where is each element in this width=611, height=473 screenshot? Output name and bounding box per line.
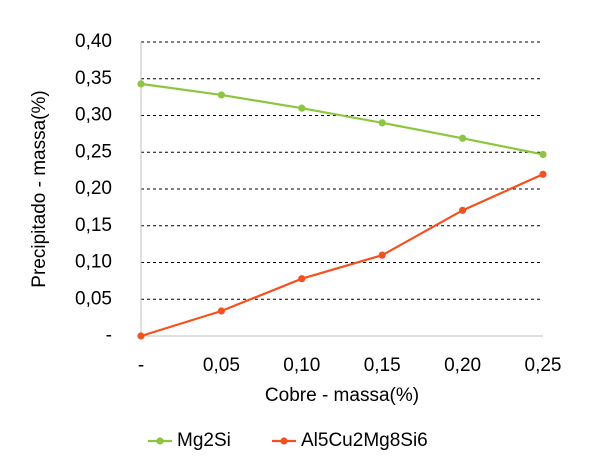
x-tick-label: 0,15	[364, 355, 401, 376]
y-tick-label: 0,40	[75, 31, 112, 52]
data-point	[298, 104, 306, 112]
legend-label: Al5Cu2Mg8Si6	[301, 430, 428, 451]
legend-label: Mg2Si	[177, 430, 231, 451]
data-point	[459, 206, 467, 214]
series-line	[140, 173, 544, 338]
y-tick-label: 0,05	[75, 288, 112, 309]
data-point	[298, 275, 306, 283]
data-point	[217, 91, 225, 99]
y-tick-label: 0,35	[75, 68, 112, 89]
x-axis-title: Cobre - massa(%)	[265, 385, 419, 406]
y-tick-label: -	[106, 325, 112, 346]
y-tick-label: 0,20	[75, 178, 112, 199]
y-tick-label: 0,15	[75, 215, 112, 236]
y-axis-title: Precipitado - massa(%)	[29, 90, 50, 287]
data-point	[539, 170, 547, 178]
y-tick-label: 0,30	[75, 105, 112, 126]
data-point	[539, 150, 547, 159]
data-point	[137, 80, 145, 88]
data-point	[137, 332, 145, 340]
x-tick-label: 0,10	[283, 355, 320, 376]
data-point	[378, 251, 386, 259]
x-tick-label: 0,05	[203, 355, 240, 376]
x-tick-label: 0,25	[525, 355, 562, 376]
legend-marker	[280, 437, 288, 445]
legend-marker	[156, 437, 164, 445]
x-tick-label: -	[138, 355, 144, 376]
data-point	[459, 134, 467, 142]
x-tick-label: 0,20	[444, 355, 481, 376]
data-point	[378, 119, 386, 127]
data-point	[217, 307, 225, 315]
series-line	[140, 82, 544, 156]
y-tick-label: 0,25	[75, 141, 112, 162]
y-tick-label: 0,10	[75, 252, 112, 273]
